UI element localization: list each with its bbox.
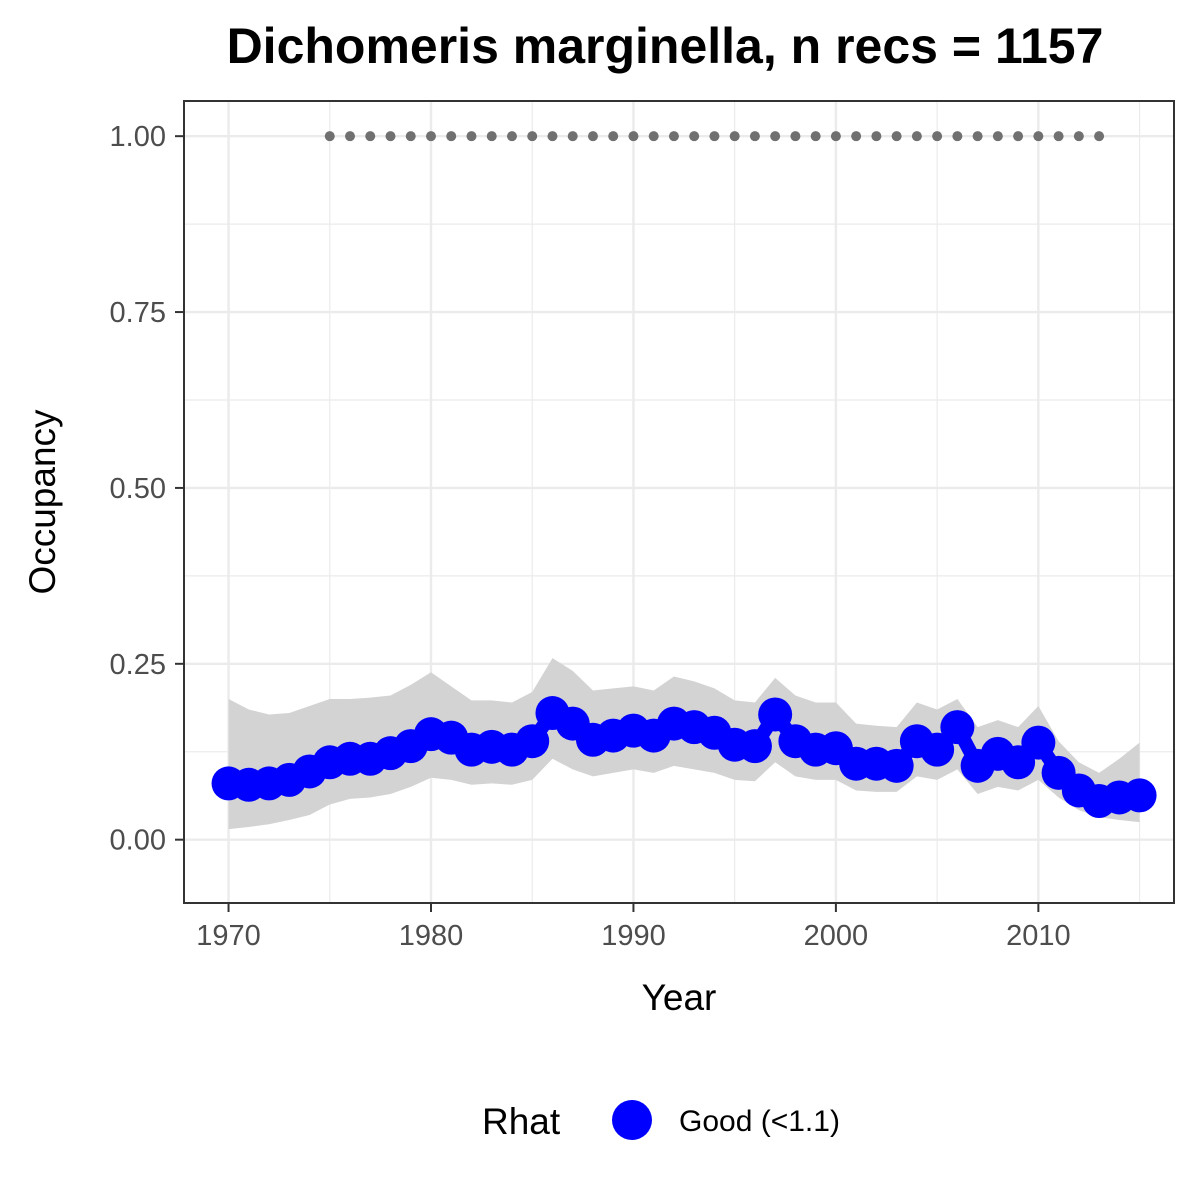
occupancy-point <box>920 732 955 767</box>
record-marker <box>790 131 801 142</box>
plot-panel <box>183 100 1175 904</box>
record-marker <box>324 131 335 142</box>
record-marker <box>668 131 679 142</box>
y-axis: 0.00 0.25 0.50 0.75 1.00 <box>110 121 184 857</box>
record-marker <box>466 131 477 142</box>
record-marker <box>709 131 720 142</box>
record-markers-layer <box>324 131 1105 142</box>
record-marker <box>830 131 841 142</box>
record-marker <box>405 131 416 142</box>
record-marker <box>689 131 700 142</box>
occupancy-point <box>737 729 772 764</box>
chart-title: Dichomeris marginella, n recs = 1157 <box>227 18 1104 74</box>
record-marker <box>891 131 902 142</box>
record-marker <box>486 131 497 142</box>
legend-key-good <box>612 1100 652 1140</box>
x-axis-title: Year <box>642 977 717 1018</box>
record-marker <box>385 131 396 142</box>
record-marker <box>1094 131 1105 142</box>
record-marker <box>446 131 457 142</box>
plot-panel-border <box>183 100 1175 904</box>
occupancy-point <box>879 748 914 783</box>
grid-major <box>184 101 1174 903</box>
x-tick-label: 2010 <box>1006 920 1071 952</box>
record-marker <box>911 131 922 142</box>
y-tick-label: 0.00 <box>110 825 166 857</box>
record-marker <box>365 131 376 142</box>
record-marker <box>810 131 821 142</box>
record-marker <box>770 131 781 142</box>
occupancy-points-layer <box>211 696 1157 818</box>
record-marker <box>425 131 436 142</box>
record-marker <box>527 131 538 142</box>
x-axis: 1970 1980 1990 2000 2010 <box>196 903 1071 952</box>
record-marker <box>871 131 882 142</box>
record-marker <box>749 131 760 142</box>
record-marker <box>992 131 1003 142</box>
x-tick-label: 1970 <box>196 920 261 952</box>
occupancy-point <box>758 697 793 732</box>
record-marker <box>1033 131 1044 142</box>
record-marker <box>648 131 659 142</box>
legend: Rhat Good (<1.1) <box>482 1100 840 1142</box>
record-marker <box>729 131 740 142</box>
record-marker <box>547 131 558 142</box>
record-marker <box>851 131 862 142</box>
record-marker <box>1073 131 1084 142</box>
x-tick-label: 2000 <box>804 920 869 952</box>
occupancy-point <box>940 710 975 745</box>
y-tick-label: 0.75 <box>110 297 166 329</box>
record-marker <box>567 131 578 142</box>
confidence-ribbon <box>228 658 1140 830</box>
occupancy-point <box>515 724 550 759</box>
record-marker <box>587 131 598 142</box>
record-marker <box>608 131 619 142</box>
record-marker <box>345 131 356 142</box>
occupancy-point <box>1021 725 1056 760</box>
record-marker <box>972 131 983 142</box>
x-tick-label: 1980 <box>399 920 464 952</box>
x-tick-label: 1990 <box>601 920 666 952</box>
record-marker <box>1013 131 1024 142</box>
occupancy-point <box>1122 778 1157 813</box>
y-tick-label: 0.50 <box>110 473 166 505</box>
record-marker <box>506 131 517 142</box>
legend-title: Rhat <box>482 1101 561 1142</box>
record-marker <box>1053 131 1064 142</box>
record-marker <box>628 131 639 142</box>
confidence-ribbon-layer <box>228 658 1140 830</box>
legend-label-good: Good (<1.1) <box>679 1105 840 1138</box>
y-tick-label: 1.00 <box>110 121 166 153</box>
y-axis-title: Occupancy <box>22 409 63 595</box>
record-marker <box>932 131 943 142</box>
record-marker <box>952 131 963 142</box>
y-tick-label: 0.25 <box>110 649 166 681</box>
